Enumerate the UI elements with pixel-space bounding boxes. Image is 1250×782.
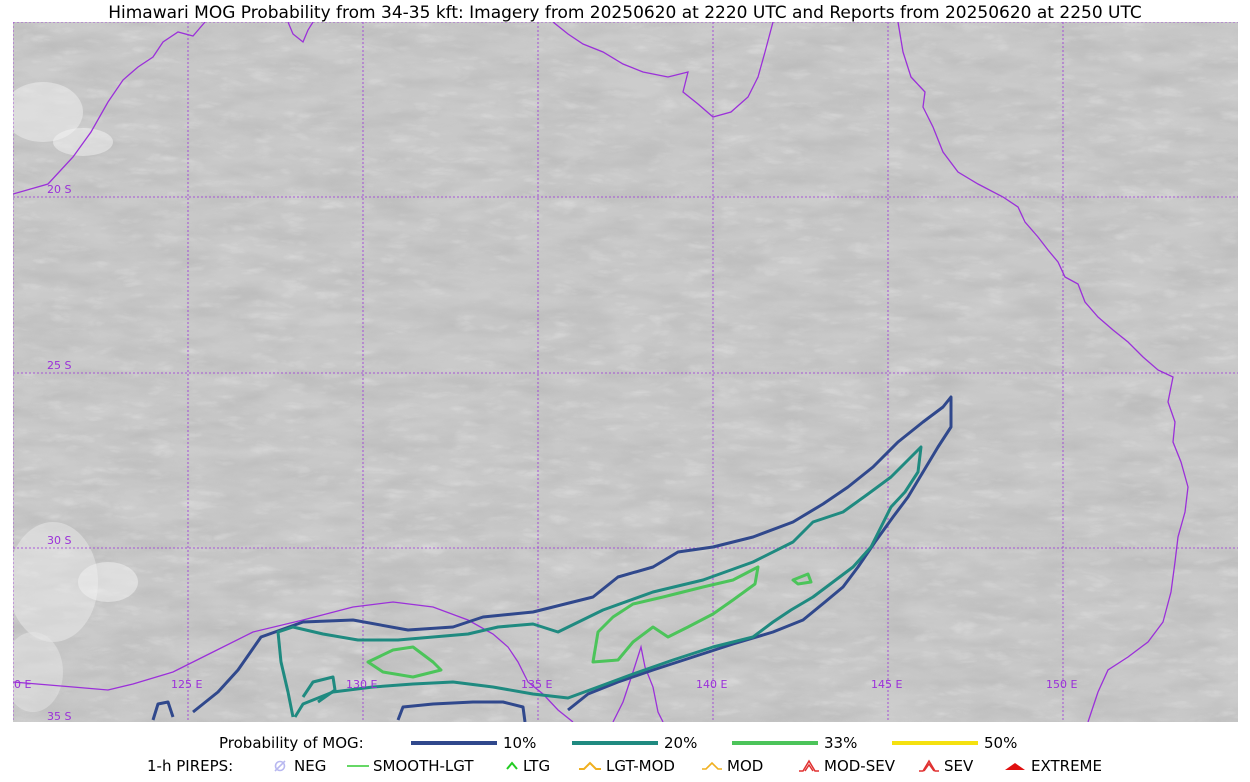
lon-label: 130 E	[346, 678, 377, 691]
legend-item-label: 10%	[503, 734, 537, 752]
map-canvas: 20 S 25 S 30 S 35 S 120 E 125 E 130 E 13…	[13, 22, 1238, 722]
pirep-item-ltg: LTG	[505, 755, 550, 777]
map-title: Himawari MOG Probability from 34-35 kft:…	[108, 3, 1142, 23]
legend-item-10pct: 10%	[411, 732, 536, 754]
contour-33pct	[366, 565, 813, 679]
lat-label: 30 S	[47, 534, 71, 547]
lon-label: 135 E	[521, 678, 552, 691]
lon-label: 120 E	[13, 678, 31, 691]
lat-label: 20 S	[47, 183, 71, 196]
pirep-item-label: NEG	[294, 757, 327, 775]
pirep-item-mod: MOD	[701, 755, 763, 777]
lgt-mod-icon	[578, 759, 602, 773]
pirep-item-label: LGT-MOD	[606, 757, 675, 775]
smooth-lgt-icon	[347, 759, 369, 773]
mod-sev-icon	[798, 759, 820, 773]
pirep-item-label: MOD-SEV	[824, 757, 895, 775]
pirep-item-extreme: EXTREME	[1003, 755, 1102, 777]
ltg-icon	[505, 759, 519, 773]
satellite-streaks-dark	[13, 22, 1238, 722]
pirep-item-lgt-mod: LGT-MOD	[578, 755, 675, 777]
lat-label: 25 S	[47, 359, 71, 372]
lat-labels: 20 S 25 S 30 S 35 S	[47, 183, 71, 722]
lat-lon-grid	[13, 22, 1238, 722]
lon-label: 150 E	[1046, 678, 1077, 691]
pirep-legend-label: 1-h PIREPS:	[147, 757, 234, 775]
pirep-item-smooth-lgt: SMOOTH-LGT	[347, 755, 474, 777]
sev-icon	[918, 759, 940, 773]
legend-item-20pct: 20%	[572, 732, 697, 754]
pirep-item-label: SEV	[944, 757, 974, 775]
line-swatch	[892, 741, 978, 745]
pirep-item-label: MOD	[727, 757, 764, 775]
pirep-item-label: EXTREME	[1031, 757, 1102, 775]
lon-label: 140 E	[696, 678, 727, 691]
pirep-item-sev: SEV	[918, 755, 973, 777]
pirep-legend: 1-h PIREPS: NEG SMOOTH-LGT LTG LGT-MOD M…	[0, 755, 1250, 777]
lon-label: 145 E	[871, 678, 902, 691]
legend-item-33pct: 33%	[732, 732, 857, 754]
neg-icon	[272, 759, 290, 773]
pirep-item-neg: NEG	[272, 755, 326, 777]
legend-item-label: 33%	[824, 734, 858, 752]
coastline	[13, 22, 1189, 722]
lon-label: 125 E	[171, 678, 202, 691]
extreme-icon	[1003, 759, 1027, 773]
probability-legend: Probability of MOG: 10% 20% 33% 50%	[0, 732, 1250, 754]
pirep-item-mod-sev: MOD-SEV	[798, 755, 895, 777]
contour-10pct	[151, 395, 953, 722]
legend-item-label: 50%	[984, 734, 1018, 752]
pirep-item-label: LTG	[523, 757, 551, 775]
map-panel[interactable]: 20 S 25 S 30 S 35 S 120 E 125 E 130 E 13…	[13, 22, 1238, 722]
pirep-item-label: SMOOTH-LGT	[373, 757, 474, 775]
probability-legend-label: Probability of MOG:	[219, 734, 364, 752]
line-swatch	[411, 741, 497, 745]
line-swatch	[732, 741, 818, 745]
cloud-patches	[13, 82, 138, 712]
legend-item-label: 20%	[664, 734, 698, 752]
contour-20pct	[276, 445, 923, 718]
lat-label: 35 S	[47, 710, 71, 722]
line-swatch	[572, 741, 658, 745]
lon-labels: 120 E 125 E 130 E 135 E 140 E 145 E 150 …	[13, 678, 1077, 691]
legend-item-50pct: 50%	[892, 732, 1017, 754]
mod-icon	[701, 759, 723, 773]
